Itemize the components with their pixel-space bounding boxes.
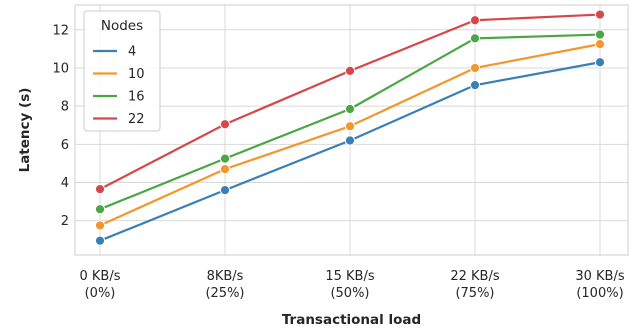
legend-label: 22 [128,112,145,127]
data-point [469,80,481,91]
series-4 [94,57,606,246]
legend-label: 10 [128,67,145,82]
y-tick-label: 6 [61,138,69,153]
data-point [594,57,606,68]
data-point [219,185,231,196]
x-tick-label: (50%) [330,286,369,301]
data-point [94,220,106,231]
data-point [344,103,356,115]
x-tick-label: 30 KB/s [575,269,624,284]
legend: Nodes 4 10 16 22 [83,10,161,132]
x-tick-label: (25%) [205,286,244,301]
x-axis-title: Transactional load [282,312,421,328]
x-tick-labels: 0 KB/s (0%) 8KB/s (25%) 15 KB/s (50%) 22 KB/s (… [80,269,625,301]
data-point [594,29,606,40]
data-point [594,39,606,50]
y-tick-label: 4 [61,176,69,191]
data-point [219,153,231,164]
x-tick-label: 22 KB/s [450,269,499,284]
x-tick-label: 15 KB/s [325,269,374,284]
data-point [469,62,481,74]
data-point [344,121,356,132]
series-16 [94,29,606,215]
data-point [594,9,606,20]
data-point [469,33,481,44]
legend-label: 4 [128,45,136,60]
x-tick-label: 0 KB/s [80,269,121,284]
y-tick-label: 12 [52,23,69,38]
data-point [469,15,481,26]
x-tick-label: (100%) [576,286,623,301]
y-axis-title: Latency (s) [17,88,33,173]
plot-frame [74,4,629,256]
series-22 [94,9,606,195]
series-10 [94,39,606,231]
data-point [344,135,356,146]
y-tick-label: 8 [61,100,69,115]
x-tick-label: 8KB/s [207,269,244,284]
data-point [219,164,231,175]
series-lines [94,9,606,246]
data-point [219,119,231,130]
legend-items: 4 10 16 22 [93,45,145,127]
y-tick-labels: 2 4 6 8 10 12 [52,23,69,229]
legend-label: 16 [128,90,145,105]
x-tick-label: (75%) [455,286,494,301]
x-tick-label: (0%) [85,286,116,301]
legend-title: Nodes [101,18,143,34]
data-point [94,235,106,246]
data-point [344,65,356,76]
legend-box [83,10,161,132]
data-point [94,184,106,195]
y-tick-label: 10 [52,61,69,76]
data-point [94,204,106,215]
y-tick-label: 2 [61,214,69,229]
